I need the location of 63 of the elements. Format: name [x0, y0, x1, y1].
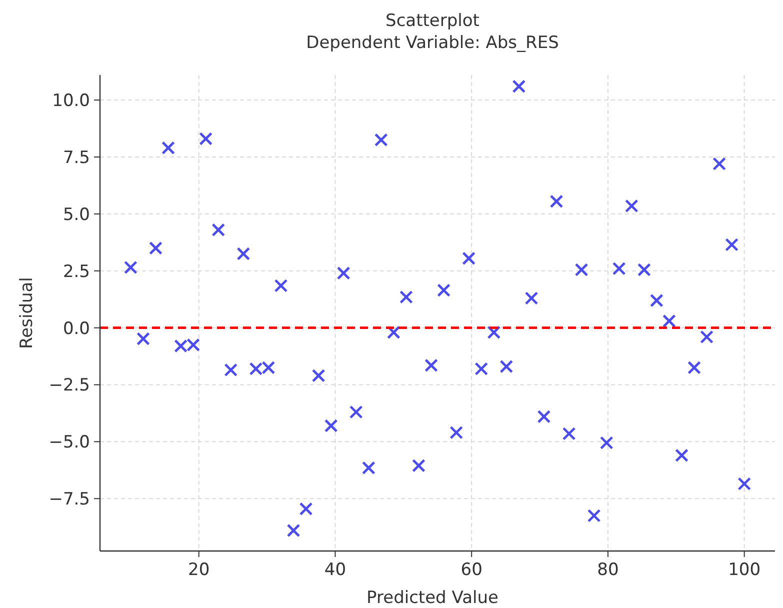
point	[725, 238, 738, 252]
point	[362, 461, 376, 475]
point	[149, 241, 162, 255]
y-tick-label: 2.5	[62, 262, 90, 282]
y-tick-label: 7.5	[62, 148, 90, 168]
point	[574, 263, 588, 276]
point	[274, 278, 288, 292]
chart-subtitle: Dependent Variable: Abs_RES	[306, 33, 559, 53]
y-tick-label: −2.5	[48, 376, 90, 396]
point	[562, 427, 576, 440]
x-tick-label: 20	[188, 560, 210, 580]
point	[324, 419, 338, 432]
point	[512, 80, 526, 94]
point	[637, 263, 651, 276]
point	[487, 326, 501, 340]
point	[374, 133, 388, 147]
point	[675, 448, 688, 462]
point	[700, 330, 714, 344]
chart-title: Scatterplot	[386, 11, 480, 31]
point	[662, 314, 676, 328]
point	[450, 426, 464, 440]
x-tick-label: 40	[324, 560, 346, 580]
point	[587, 509, 601, 522]
point	[400, 290, 413, 304]
point	[712, 157, 726, 171]
x-tick-label: 60	[460, 560, 482, 580]
point	[524, 291, 538, 305]
x-tick-label: 100	[728, 560, 761, 580]
point	[349, 405, 363, 419]
point	[412, 458, 426, 472]
y-tick-label: −7.5	[48, 490, 90, 510]
point	[312, 368, 326, 382]
point	[224, 363, 238, 377]
point	[537, 410, 551, 424]
y-tick-label: −5.0	[48, 432, 90, 453]
point	[136, 332, 150, 346]
point	[162, 141, 175, 155]
point	[550, 194, 564, 208]
point	[424, 358, 438, 372]
point	[124, 260, 138, 274]
point	[437, 284, 450, 297]
point	[650, 294, 664, 308]
y-axis-title: Residual	[17, 277, 37, 349]
point	[462, 252, 476, 266]
point	[336, 266, 350, 280]
point	[600, 436, 614, 450]
y-tick-label: 5.0	[62, 204, 90, 225]
x-axis-title: Predicted Value	[366, 588, 498, 608]
point	[236, 247, 250, 260]
point	[199, 132, 213, 146]
point	[500, 360, 514, 374]
point	[212, 223, 226, 237]
y-tick-label: 10.0	[52, 91, 90, 112]
x-tick-label: 80	[597, 560, 619, 580]
y-tick-label: 0.0	[62, 318, 90, 339]
point	[612, 262, 626, 276]
point	[286, 524, 300, 538]
point	[474, 362, 488, 376]
point	[738, 477, 752, 491]
point	[299, 502, 313, 516]
point	[624, 199, 638, 213]
point	[386, 326, 400, 340]
point	[688, 360, 701, 374]
